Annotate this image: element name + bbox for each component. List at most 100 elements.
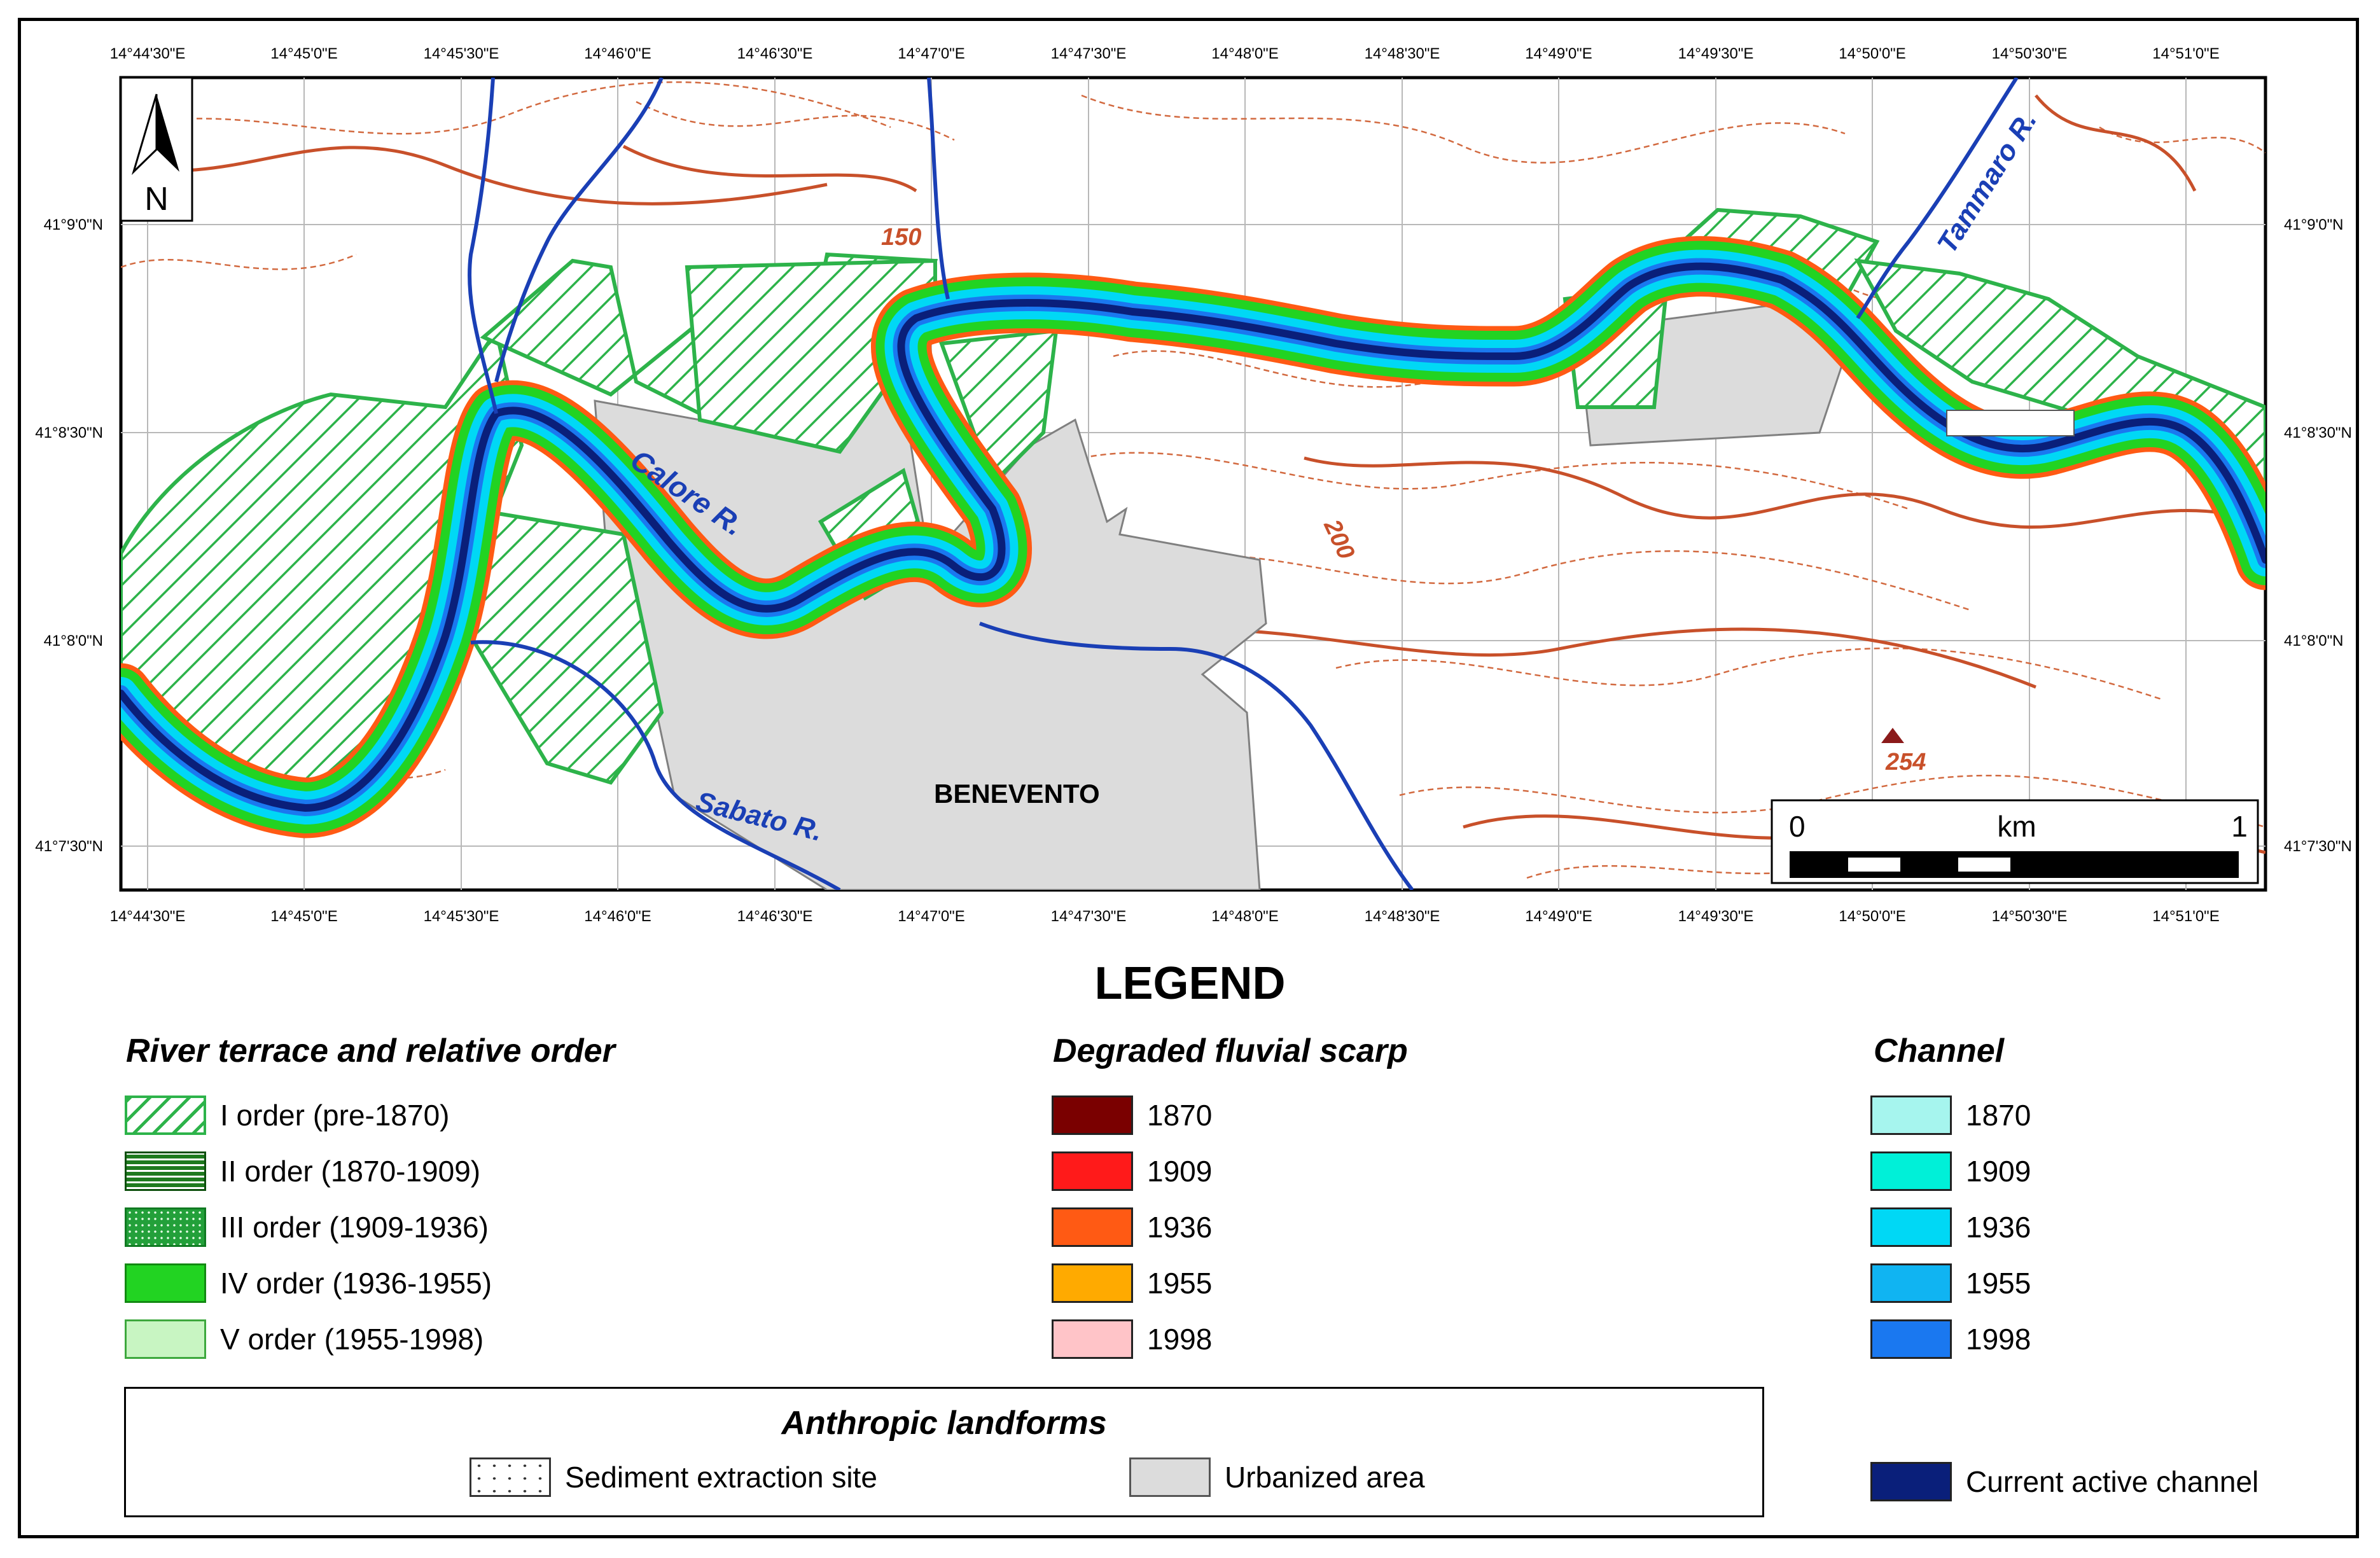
legend-item-channel-1936: 1936 <box>1870 1206 2031 1248</box>
legend-item-terrace-II: II order (1870-1909) <box>125 1150 480 1192</box>
swatch-terrace-I <box>125 1095 206 1135</box>
longitude-tick-label: 14°45'0"E <box>270 908 337 925</box>
north-label: N <box>144 181 169 218</box>
legend-item-scarp-1955: 1955 <box>1052 1262 1212 1304</box>
latitude-tick-label: 41°8'0"N <box>2284 632 2343 650</box>
legend-label-terrace-II: II order (1870-1909) <box>220 1155 481 1188</box>
legend-item-terrace-I: I order (pre-1870) <box>125 1094 450 1136</box>
swatch-channel-1936 <box>1870 1207 1952 1247</box>
legend-item-terrace-IV: IV order (1936-1955) <box>125 1262 492 1304</box>
swatch-scarp-1955 <box>1052 1263 1133 1303</box>
latitude-tick-label: 41°9'0"N <box>2284 216 2343 233</box>
peak-triangle-icon <box>1881 728 1904 743</box>
swatch-scarp-1998 <box>1052 1319 1133 1359</box>
channel-belts <box>121 236 2265 838</box>
swatch-terrace-IV <box>125 1263 206 1303</box>
legend-label-scarp-1870: 1870 <box>1147 1099 1213 1132</box>
latitude-tick-label: 41°8'0"N <box>44 632 103 650</box>
longitude-labels-bottom: 14°44'30"E 14°45'0"E 14°45'30"E 14°46'0"E 14… <box>110 908 2220 925</box>
longitude-tick-label: 14°44'30"E <box>110 45 186 62</box>
legend-label-scarp-1955: 1955 <box>1147 1267 1213 1300</box>
legend-label-scarp-1998: 1998 <box>1147 1323 1213 1356</box>
latitude-labels-right: 41°9'0"N 41°8'30"N 41°8'0"N 41°7'30"N <box>2284 216 2352 855</box>
longitude-tick-label: 14°46'0"E <box>584 908 651 925</box>
legend-title: LEGEND <box>1094 958 1286 1009</box>
longitude-labels-top: 14°44'30"E 14°45'0"E 14°45'30"E 14°46'0"E 14… <box>110 45 2220 62</box>
legend-label-channel-1998: 1998 <box>1966 1323 2031 1356</box>
swatch-sediment-extraction <box>470 1457 551 1497</box>
longitude-tick-label: 14°48'0"E <box>1211 908 1278 925</box>
tributary-rivers <box>468 78 2019 890</box>
swatch-channel-1909 <box>1870 1151 1952 1191</box>
legend-channel-title: Channel <box>1874 1033 2005 1069</box>
legend-anthropic-title: Anthropic landforms <box>781 1405 1107 1442</box>
legend-label-urbanized-area: Urbanized area <box>1225 1461 1425 1494</box>
legend-item-channel-1870: 1870 <box>1870 1094 2031 1136</box>
legend-label-terrace-III: III order (1909-1936) <box>220 1211 489 1244</box>
figure-frame <box>18 18 2359 1538</box>
scale-unit-label: km <box>1997 810 2036 843</box>
scale-end-label: 1 <box>2231 810 2248 843</box>
longitude-tick-label: 14°46'30"E <box>737 908 813 925</box>
longitude-tick-label: 14°48'30"E <box>1365 45 1440 62</box>
legend-item-sediment-extraction: Sediment extraction site <box>470 1456 877 1498</box>
map: 150 200 Calore R. Sabato R. Tammaro R. B… <box>35 45 2352 925</box>
legend-scarp-title: Degraded fluvial scarp <box>1053 1033 1408 1069</box>
legend-terrace-title: River terrace and relative order <box>126 1033 615 1069</box>
legend-item-scarp-1998: 1998 <box>1052 1318 1212 1360</box>
longitude-tick-label: 14°47'0"E <box>898 908 964 925</box>
peak-elevation-label: 254 <box>1885 749 1926 776</box>
scale-bar: 0 km 1 <box>1771 799 2259 884</box>
longitude-tick-label: 14°44'30"E <box>110 908 186 925</box>
city-label-benevento: BENEVENTO <box>934 779 1100 809</box>
longitude-tick-label: 14°51'0"E <box>2152 908 2219 925</box>
longitude-tick-label: 14°45'30"E <box>424 908 499 925</box>
latitude-labels-left: 41°9'0"N 41°8'30"N 41°8'0"N 41°7'30"N <box>35 216 103 855</box>
swatch-scarp-1936 <box>1052 1207 1133 1247</box>
legend-item-channel-1955: 1955 <box>1870 1262 2031 1304</box>
legend-item-channel-1998: 1998 <box>1870 1318 2031 1360</box>
swatch-channel-1955 <box>1870 1263 1952 1303</box>
longitude-tick-label: 14°47'30"E <box>1051 908 1127 925</box>
scale-start-label: 0 <box>1789 810 1806 843</box>
legend-label-scarp-1909: 1909 <box>1147 1155 1213 1188</box>
legend-label-channel-1936: 1936 <box>1966 1211 2031 1244</box>
legend-item-active-channel: Current active channel <box>1870 1461 2258 1503</box>
longitude-tick-label: 14°49'30"E <box>1678 45 1754 62</box>
contour-label-150: 150 <box>881 224 921 251</box>
legend-item-terrace-III: III order (1909-1936) <box>125 1206 489 1248</box>
longitude-tick-label: 14°45'0"E <box>270 45 337 62</box>
longitude-tick-label: 14°45'30"E <box>424 45 499 62</box>
longitude-tick-label: 14°50'0"E <box>1839 908 1905 925</box>
latitude-tick-label: 41°7'30"N <box>2284 838 2352 855</box>
legend-label-channel-1909: 1909 <box>1966 1155 2031 1188</box>
latitude-tick-label: 41°7'30"N <box>35 838 103 855</box>
swatch-terrace-V <box>125 1319 206 1359</box>
longitude-tick-label: 14°49'30"E <box>1678 908 1754 925</box>
legend-label-channel-1870: 1870 <box>1966 1099 2031 1132</box>
swatch-active-channel <box>1870 1462 1952 1501</box>
longitude-tick-label: 14°50'0"E <box>1839 45 1905 62</box>
latitude-tick-label: 41°8'30"N <box>35 424 103 442</box>
legend-label-channel-1955: 1955 <box>1966 1267 2031 1300</box>
longitude-tick-label: 14°49'0"E <box>1525 45 1592 62</box>
swatch-channel-1998 <box>1870 1319 1952 1359</box>
swatch-terrace-II <box>125 1151 206 1191</box>
longitude-tick-label: 14°48'0"E <box>1211 45 1278 62</box>
swatch-terrace-III <box>125 1207 206 1247</box>
latitude-tick-label: 41°8'30"N <box>2284 424 2352 442</box>
longitude-tick-label: 14°49'0"E <box>1525 908 1592 925</box>
swatch-urbanized-area <box>1129 1457 1211 1497</box>
latitude-tick-label: 41°9'0"N <box>44 216 103 233</box>
sediment-extraction-site <box>1946 410 2075 436</box>
legend-label-terrace-IV: IV order (1936-1955) <box>220 1267 492 1300</box>
longitude-tick-label: 14°47'30"E <box>1051 45 1127 62</box>
legend-label-terrace-I: I order (pre-1870) <box>220 1099 450 1132</box>
terrace-I-order <box>121 207 2265 798</box>
legend-label-active-channel: Current active channel <box>1966 1465 2259 1498</box>
legend-item-scarp-1936: 1936 <box>1052 1206 1212 1248</box>
longitude-tick-label: 14°50'30"E <box>1992 45 2068 62</box>
legend-label-scarp-1936: 1936 <box>1147 1211 1213 1244</box>
legend-item-scarp-1870: 1870 <box>1052 1094 1212 1136</box>
legend-item-channel-1909: 1909 <box>1870 1150 2031 1192</box>
